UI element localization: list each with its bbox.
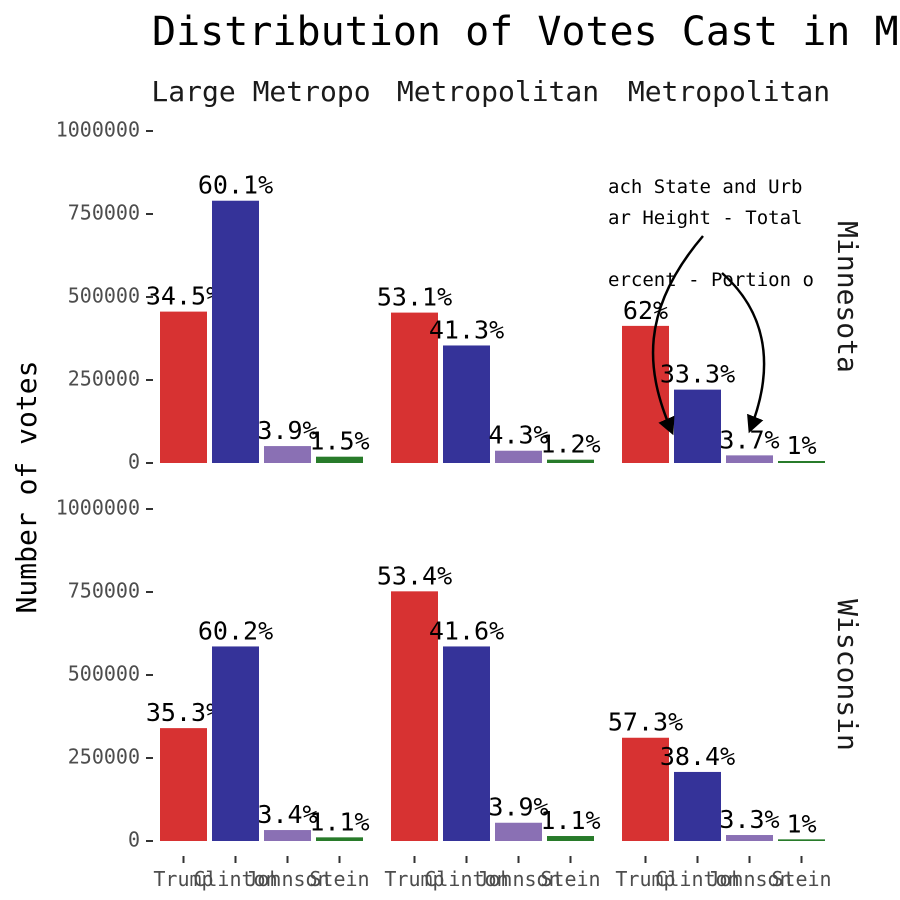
bar-trump <box>160 311 207 463</box>
x-tick-label: Trump <box>615 867 675 891</box>
x-tick-label: Clinton <box>655 867 739 891</box>
x-tick-label: Stein <box>309 867 369 891</box>
bar-stein <box>547 836 594 841</box>
data-label: 3.9% <box>257 416 317 445</box>
annotation-text: ar Height - Total <box>608 207 802 229</box>
data-label: 41.3% <box>429 315 504 344</box>
x-tick-label: Johnson <box>245 867 329 891</box>
facet-column-label: Metropolitan <box>397 75 599 108</box>
annotation-arrow <box>721 272 766 434</box>
plot-area: 0 250000 500000 750000 1000000 0 250000 500000 7… <box>56 118 832 892</box>
y-tick-label: 500000 <box>68 284 140 308</box>
data-label: 1% <box>786 809 816 838</box>
facet-column-label: Metropolitan <box>628 75 830 108</box>
data-label: 1.1% <box>540 806 600 835</box>
x-tick-label: Trump <box>153 867 213 891</box>
y-tick-label: 250000 <box>68 745 140 769</box>
annotation-text: ach State and Urb <box>608 176 802 198</box>
annotation-arrow <box>651 235 704 436</box>
y-tick-label: 0 <box>128 828 140 852</box>
data-label: 34.5% <box>146 282 221 311</box>
facet-column-label: Large Metropo <box>151 75 370 108</box>
bar-trump <box>622 737 669 841</box>
data-label: 33.3% <box>660 360 735 389</box>
x-tick-label: Stein <box>540 867 600 891</box>
bar-johnson <box>495 450 542 463</box>
annotation-text: ercent - Portion o <box>608 269 814 291</box>
data-label: 38.4% <box>660 742 735 771</box>
bar-stein <box>316 837 363 841</box>
bar-clinton <box>443 646 490 841</box>
facet-row-label: Wisconsin <box>831 599 864 751</box>
y-tick-label: 750000 <box>68 201 140 225</box>
bar-trump <box>622 325 669 463</box>
data-label: 3.4% <box>257 800 317 829</box>
data-label: 57.3% <box>608 708 683 737</box>
bar-clinton <box>212 646 259 841</box>
data-label: 3.9% <box>488 793 548 822</box>
x-tick-label: Johnson <box>476 867 560 891</box>
bar-clinton <box>212 200 259 463</box>
x-tick-label: Stein <box>771 867 831 891</box>
bar-stein <box>547 459 594 463</box>
data-label: 4.3% <box>488 421 548 450</box>
data-label: 35.3% <box>146 698 221 727</box>
y-tick-label: 250000 <box>68 367 140 391</box>
y-tick-label: 750000 <box>68 579 140 603</box>
data-label: 3.3% <box>719 805 779 834</box>
bar-johnson <box>264 830 311 841</box>
x-tick-label: Johnson <box>707 867 791 891</box>
bar-stein <box>778 461 825 463</box>
data-label: 60.2% <box>198 616 273 645</box>
bar-johnson <box>264 446 311 463</box>
data-label: 62% <box>623 296 668 325</box>
data-label: 60.1% <box>198 171 273 200</box>
x-tick-label: Trump <box>384 867 444 891</box>
annotation: ach State and Urb ar Height - Total erce… <box>608 176 814 436</box>
y-axis-title: Number of votes <box>10 361 43 614</box>
bar-johnson <box>495 822 542 841</box>
bar-clinton <box>443 345 490 463</box>
data-label: 1% <box>786 431 816 460</box>
facet-row-label: Minnesota <box>831 221 864 373</box>
bar-trump <box>160 728 207 841</box>
y-tick-label: 500000 <box>68 662 140 686</box>
bar-johnson <box>726 455 773 463</box>
data-label: 1.2% <box>540 430 600 459</box>
y-tick-label: 1000000 <box>56 118 140 142</box>
bar-stein <box>778 839 825 841</box>
bar-trump <box>391 312 438 463</box>
bar-stein <box>316 456 363 463</box>
bar-clinton <box>674 389 721 463</box>
y-tick-label: 0 <box>128 450 140 474</box>
data-label: 53.1% <box>377 283 452 312</box>
data-label: 41.6% <box>429 616 504 645</box>
bar-trump <box>391 591 438 841</box>
x-tick-label: Clinton <box>424 867 508 891</box>
chart-title: Distribution of Votes Cast in M <box>152 9 899 55</box>
data-label: 1.1% <box>309 807 369 836</box>
x-tick-label: Clinton <box>193 867 277 891</box>
data-label: 53.4% <box>377 561 452 590</box>
data-label: 1.5% <box>309 427 369 456</box>
bar-clinton <box>674 771 721 841</box>
bar-johnson <box>726 835 773 841</box>
y-tick-label: 1000000 <box>56 496 140 520</box>
